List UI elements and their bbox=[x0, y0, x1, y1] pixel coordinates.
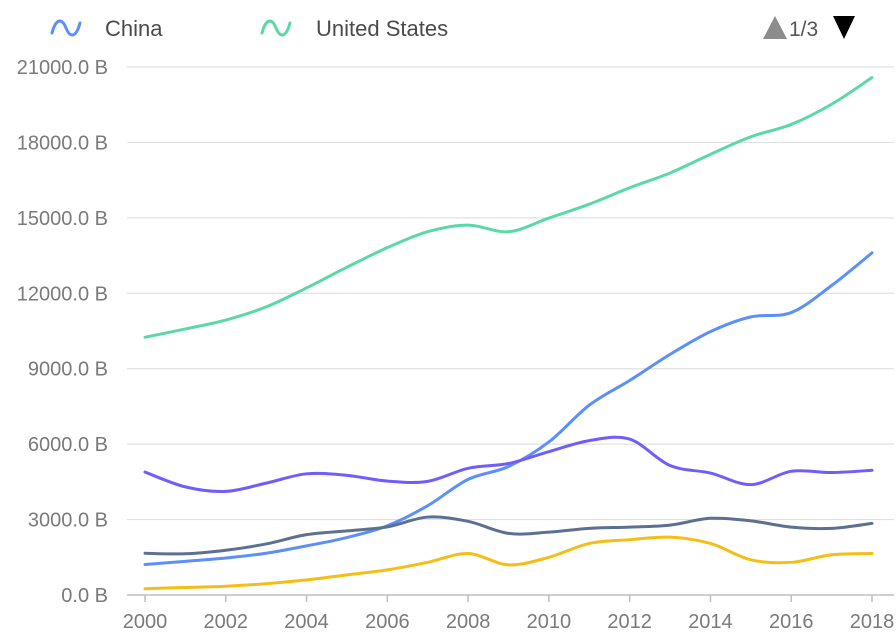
y-tick-label: 12000.0 B bbox=[17, 283, 108, 305]
legend-line-icon-china bbox=[50, 19, 82, 37]
x-tick-label: 2000 bbox=[123, 611, 168, 633]
x-tick-label: 2012 bbox=[607, 611, 652, 633]
legend-page-down-icon[interactable] bbox=[833, 16, 855, 39]
x-tick-label: 2010 bbox=[527, 611, 572, 633]
legend-line-icon-united-states bbox=[260, 19, 292, 37]
legend-label-china: China bbox=[105, 16, 163, 41]
x-tick-label: 2004 bbox=[284, 611, 329, 633]
series-line-3 bbox=[143, 515, 874, 556]
legend-page-indicator: 1/3 bbox=[789, 18, 818, 41]
x-tick-label: 2014 bbox=[688, 611, 733, 633]
x-tick-label: 2002 bbox=[204, 611, 249, 633]
y-tick-label: 18000.0 B bbox=[17, 132, 108, 154]
series-line-china bbox=[143, 251, 874, 567]
y-tick-label: 6000.0 B bbox=[28, 434, 108, 456]
y-tick-label: 15000.0 B bbox=[17, 208, 108, 230]
series-lines bbox=[143, 76, 874, 591]
legend-item-united-states[interactable]: United States bbox=[260, 16, 448, 41]
x-tick-label: 2016 bbox=[769, 611, 814, 633]
x-tick-label: 2008 bbox=[446, 611, 491, 633]
legend-page-up-icon[interactable] bbox=[763, 16, 787, 39]
y-tick-label: 21000.0 B bbox=[17, 57, 108, 79]
x-tick-label: 2006 bbox=[365, 611, 410, 633]
y-tick-label: 9000.0 B bbox=[28, 359, 108, 381]
y-tick-label: 0.0 B bbox=[61, 585, 108, 607]
series-line-4 bbox=[143, 535, 874, 591]
legend-item-china[interactable]: China bbox=[50, 16, 163, 41]
grid-lines bbox=[127, 66, 894, 521]
y-tick-label: 3000.0 B bbox=[28, 510, 108, 532]
x-tick-label: 2018 bbox=[850, 611, 895, 633]
series-line-5 bbox=[143, 435, 874, 494]
legend-pager: 1/3 bbox=[763, 16, 855, 41]
legend: China United States 1/3 bbox=[50, 16, 855, 41]
axes: 0.0 B 3000.0 B 6000.0 B 9000.0 B 12000.0 B 15… bbox=[17, 57, 894, 633]
series-line-united-states bbox=[143, 76, 874, 339]
legend-label-united-states: United States bbox=[316, 16, 448, 41]
